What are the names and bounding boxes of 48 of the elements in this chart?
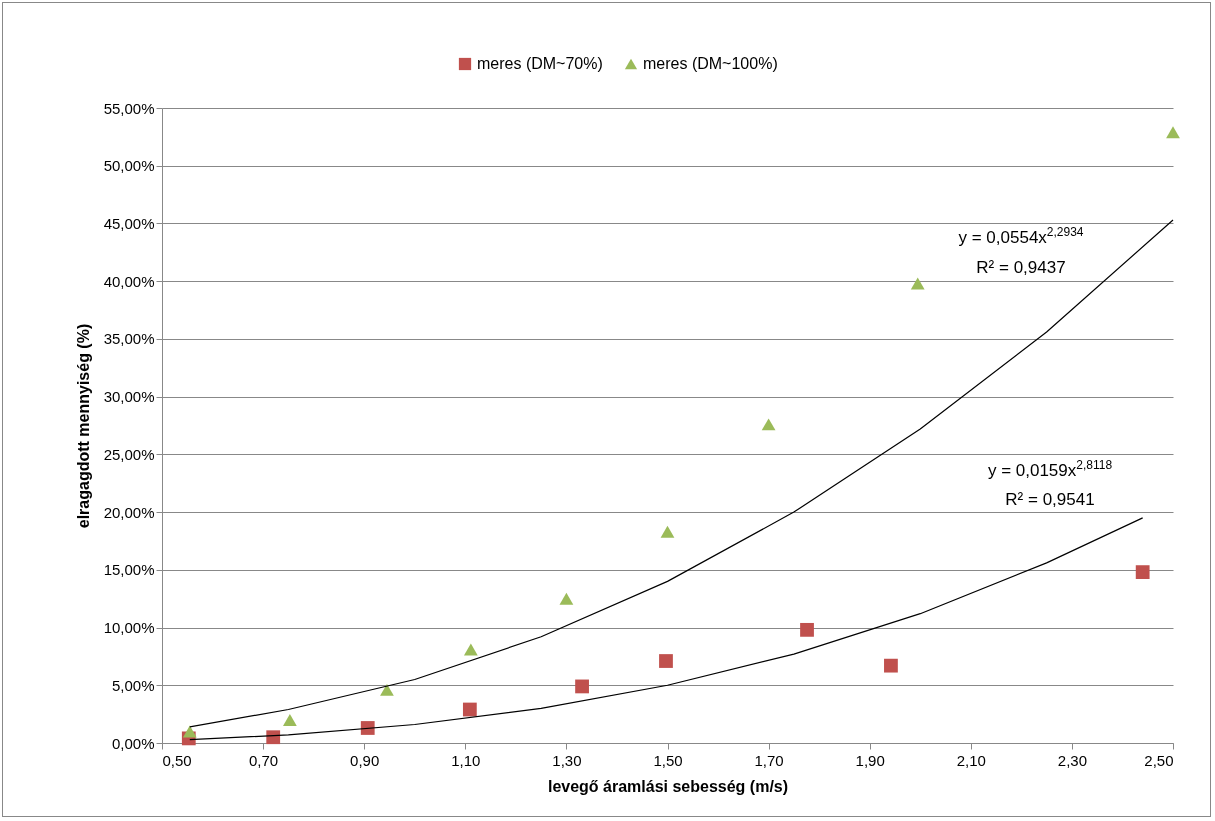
x-tick-label: 1,70 [754, 751, 784, 769]
y-tick-label: 25,00% [103, 445, 155, 463]
point [884, 658, 898, 673]
point [266, 730, 281, 745]
y-tick-label: 35,00% [103, 330, 155, 348]
annotation: y = 0,0554x$^{2,2934}$ [958, 225, 1084, 247]
annotation: R² = 0,9541 [1005, 490, 1095, 509]
point [800, 622, 814, 637]
y-tick-label: 40,00% [103, 272, 155, 290]
x-tick-label: 1,10 [451, 751, 481, 769]
point [1166, 126, 1180, 139]
point [1135, 565, 1150, 580]
x-tick-label: 0,90 [350, 751, 380, 769]
annotation: R² = 0,9437 [976, 258, 1066, 277]
y-tick-label: 15,00% [103, 561, 155, 579]
y-tick-label: 45,00% [103, 214, 155, 232]
point [463, 643, 478, 656]
x-axis-title: levegő áramlási sebesség (m/s) [547, 777, 789, 795]
x-tick-label: 1,30 [552, 751, 582, 769]
y-tick-label: 5,00% [111, 676, 155, 694]
y-tick-label: 50,00% [103, 157, 155, 175]
point [182, 725, 197, 738]
y-tick-label: 55,00% [103, 99, 155, 117]
point [462, 702, 477, 717]
point [761, 418, 776, 431]
y-tick-label: 30,00% [103, 388, 155, 406]
legend-label: meres (DM~70%) [477, 55, 603, 72]
x-tick-label: 2,30 [1057, 751, 1087, 769]
x-tick-label: 1,50 [653, 751, 683, 769]
point [910, 277, 925, 290]
point [380, 683, 394, 696]
point [660, 525, 675, 538]
point [559, 592, 574, 605]
y-tick-label: 0,00% [111, 734, 155, 752]
y-tick-label: 20,00% [103, 503, 155, 521]
point [659, 654, 673, 668]
point [360, 721, 375, 735]
legend-label: meres (DM~100%) [643, 55, 778, 72]
x-tick-label: 2,10 [956, 751, 986, 769]
point [575, 679, 589, 694]
x-tick-label: 1,90 [855, 751, 885, 769]
y-axis-title: elragagdott mennyiség (%) [74, 323, 92, 529]
point [283, 713, 297, 726]
x-tick-label: 0,70 [249, 751, 279, 769]
x-tick-label: 2,50 [1144, 751, 1174, 769]
y-tick-label: 10,00% [103, 619, 155, 637]
x-tick-label: 0,50 [162, 751, 192, 769]
annotation: y = 0,0159x$^{2,8118}$ [987, 458, 1113, 480]
